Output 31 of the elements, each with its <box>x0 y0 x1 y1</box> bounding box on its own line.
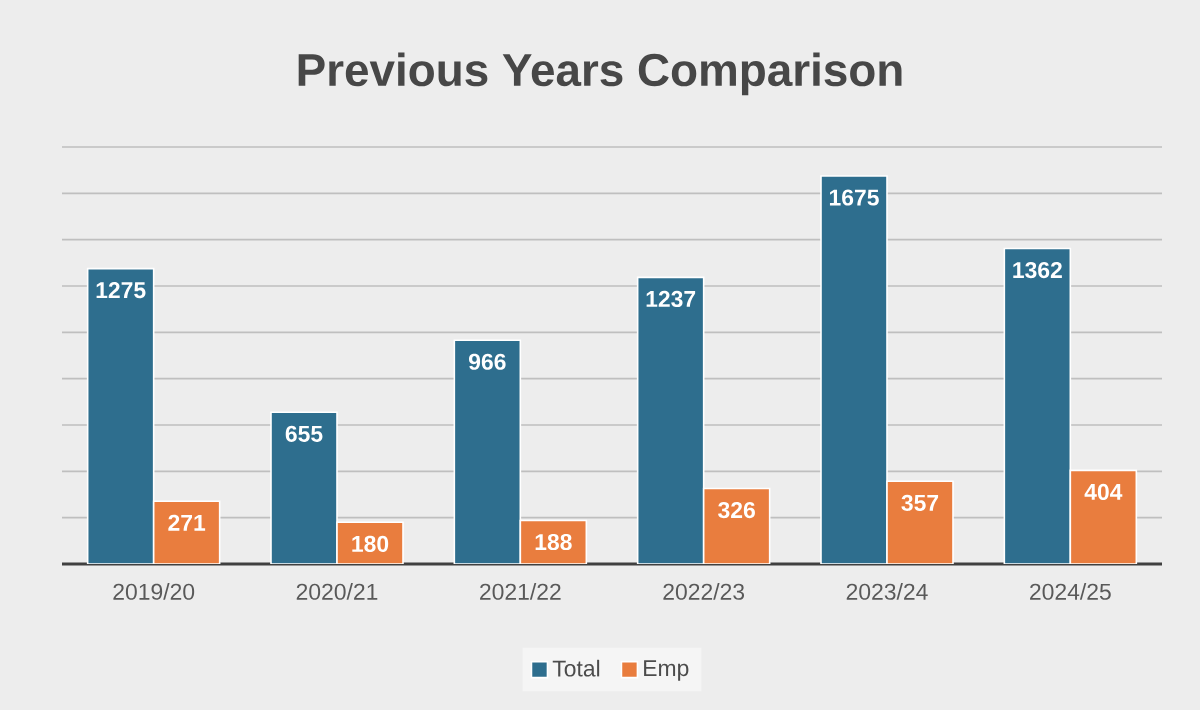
data-label: 1275 <box>96 282 146 299</box>
x-tick-label: 2023/24 <box>846 583 928 600</box>
x-tick-label: 2019/20 <box>113 583 195 600</box>
data-label: 326 <box>718 501 755 519</box>
data-label: 180 <box>352 535 389 552</box>
x-tick-label: 2021/22 <box>480 583 561 600</box>
data-label: 357 <box>901 494 939 511</box>
bar <box>636 276 705 564</box>
data-label: 404 <box>1084 483 1123 501</box>
bar <box>152 500 221 564</box>
legend-label: Total <box>552 659 600 677</box>
bar <box>1069 469 1138 564</box>
bar <box>820 175 888 564</box>
data-label: 966 <box>469 353 506 370</box>
data-label: 1237 <box>646 290 696 308</box>
bar <box>1003 247 1072 564</box>
data-label: 1675 <box>829 189 879 206</box>
data-label: 188 <box>535 533 572 551</box>
bar <box>270 411 338 564</box>
bar <box>702 487 771 564</box>
data-label: 1362 <box>1013 261 1062 279</box>
legend-label: Emp <box>644 660 689 681</box>
x-tick-label: 2020/21 <box>296 583 378 600</box>
bar <box>86 267 155 564</box>
x-tick-label: 2024/25 <box>1030 583 1111 600</box>
x-tick-label: 2022/23 <box>663 583 745 600</box>
data-label: 271 <box>168 514 206 531</box>
data-label: 655 <box>285 425 323 442</box>
bar <box>453 339 522 564</box>
chart-title: Previous Years Comparison <box>298 52 902 96</box>
bar <box>886 480 954 564</box>
